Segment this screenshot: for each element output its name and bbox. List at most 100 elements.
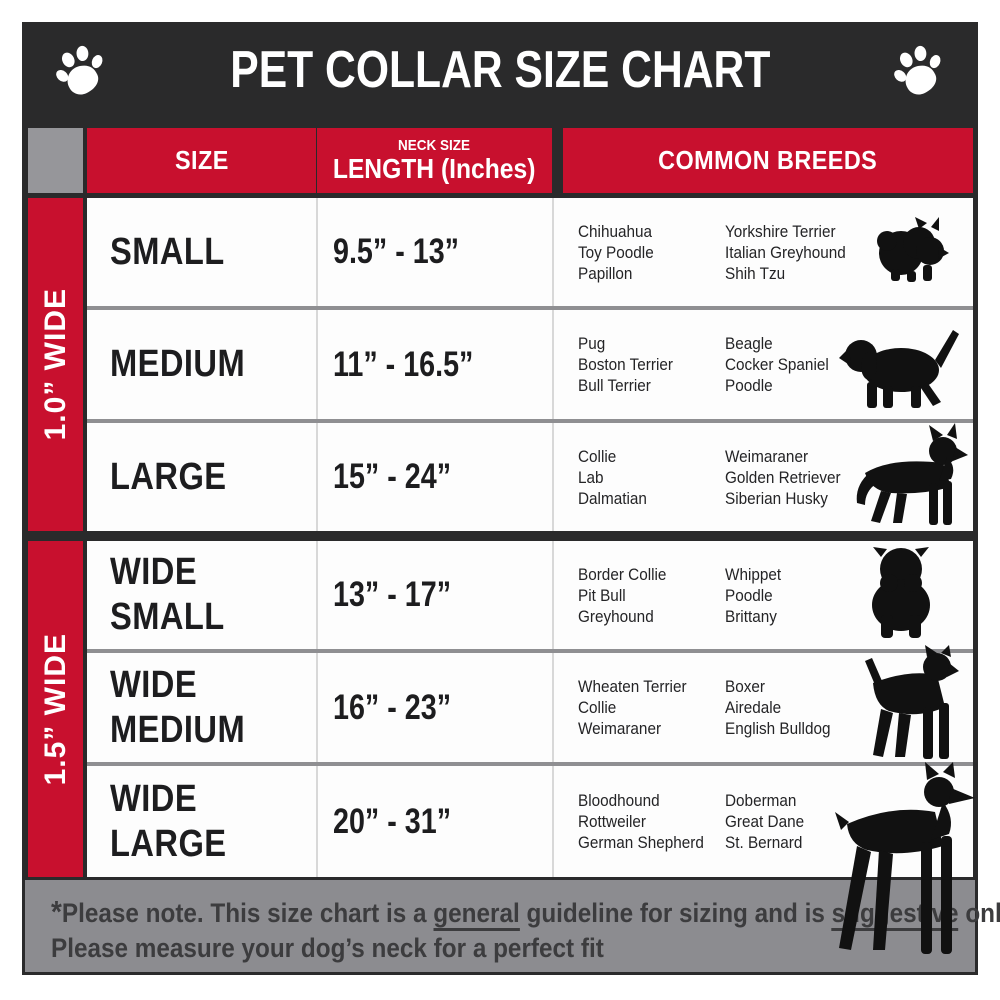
breed-name: Toy Poodle (578, 242, 654, 262)
breed-name: Rottweiler (578, 812, 647, 831)
breed-name: Border Collie (578, 564, 667, 584)
breeds-list-right: Whippet Poodle Brittany (725, 541, 781, 649)
column-header-size-label: SIZE (174, 145, 229, 175)
width-band-label: 1.0” WIDE (38, 288, 72, 441)
size-label-text: LARGE (110, 455, 227, 498)
footnote-text: guideline for sizing and is (519, 898, 832, 928)
size-label: SMALL (110, 198, 225, 306)
size-label-text: SMALL (110, 230, 225, 273)
size-label: WIDE MEDIUM (110, 653, 245, 762)
width-band-1-5-inch: 1.5” WIDE (28, 541, 83, 877)
breed-name: Beagle (725, 334, 773, 353)
table-row-wide-medium: WIDE MEDIUM 16” - 23” Wheaten Terrier Co… (87, 645, 973, 766)
breed-name: Collie (578, 446, 617, 466)
neck-length-value: 20” - 31” (333, 801, 452, 841)
breed-name: Lab (578, 467, 604, 487)
breed-name: Airedale (725, 698, 782, 717)
breed-name: Great Dane (725, 812, 805, 831)
breed-name: Weimaraner (578, 719, 662, 738)
footnote-line-2: Please measure your dog’s neck for a per… (51, 933, 604, 963)
breed-name: Boston Terrier (578, 355, 673, 374)
breed-name: German Shepherd (578, 833, 704, 852)
neck-length-value: 16” - 23” (333, 687, 452, 727)
breed-name: Dalmatian (578, 488, 647, 508)
header-bar: PET COLLAR SIZE CHART (22, 22, 978, 118)
chart-frame: PET COLLAR SIZE CHART SIZE NECK SIZE LEN… (22, 22, 1000, 975)
footnote-text: Please note. This size chart is a (61, 898, 434, 928)
column-divider (316, 653, 318, 762)
size-label-text: MEDIUM (110, 708, 246, 751)
breed-name: Poodle (725, 376, 773, 395)
column-divider (316, 766, 318, 877)
breeds-list-left: Border Collie Pit Bull Greyhound (578, 541, 666, 649)
breeds-list-left: Bloodhound Rottweiler German Shepherd (578, 766, 704, 877)
column-header-neck-size-label: NECK SIZE (398, 136, 471, 154)
column-divider (552, 198, 554, 306)
breed-name: Chihuahua (578, 221, 653, 241)
breed-name: Wheaten Terrier (578, 677, 687, 696)
column-divider (552, 653, 554, 762)
column-divider (552, 423, 554, 531)
breed-name: Italian Greyhound (725, 242, 846, 262)
breeds-list-right: Beagle Cocker Spaniel Poodle (725, 310, 829, 419)
breed-name: Brittany (725, 606, 777, 626)
breed-name: Bloodhound (578, 791, 660, 810)
size-label-text: WIDE (110, 777, 198, 820)
breed-name: Bull Terrier (578, 376, 651, 395)
paw-print-icon (894, 45, 941, 95)
table-row-large: LARGE 15” - 24” Collie Lab Dalmatian Wei… (87, 423, 973, 531)
page-title: PET COLLAR SIZE CHART (229, 41, 771, 99)
size-label-text: SMALL (110, 596, 225, 638)
breed-name: Papillon (578, 263, 633, 283)
breeds-list-right: Doberman Great Dane St. Bernard (725, 766, 804, 877)
column-header-breeds-label: COMMON BREEDS (658, 145, 878, 175)
footnote-text: only. (965, 898, 1000, 928)
corner-block (28, 128, 83, 193)
breed-name: English Bulldog (725, 719, 831, 738)
breed-name: Whippet (725, 564, 782, 584)
size-label: WIDE SMALL (110, 541, 225, 649)
paw-print-icon (56, 45, 103, 95)
table-row-wide-small: WIDE SMALL 13” - 17” Border Collie Pit B… (87, 541, 973, 653)
breeds-list-right: Weimaraner Golden Retriever Siberian Hus… (725, 423, 841, 531)
column-header-common-breeds: COMMON BREEDS (563, 128, 973, 193)
footnote-line-1: *Please note. This size chart is a gener… (51, 894, 1000, 931)
neck-length-value: 11” - 16.5” (333, 344, 474, 384)
breeds-list-left: Wheaten Terrier Collie Weimaraner (578, 653, 687, 762)
doberman-dog-silhouette-icon (835, 762, 975, 954)
breed-name: Yorkshire Terrier (725, 221, 836, 241)
column-divider (316, 198, 318, 306)
breed-name: Weimaraner (725, 446, 809, 466)
column-header-neck-length: NECK SIZE LENGTH (Inches) (317, 128, 552, 193)
breed-name: Poodle (725, 585, 773, 605)
breed-name: Boxer (725, 677, 765, 696)
footnote-bar: *Please note. This size chart is a gener… (25, 880, 1000, 972)
column-divider (552, 541, 554, 649)
size-label: WIDE LARGE (110, 766, 227, 877)
neck-length-value: 15” - 24” (333, 457, 452, 496)
column-divider (552, 310, 554, 419)
size-label-text: WIDE (110, 663, 198, 706)
size-label-text: WIDE (110, 551, 198, 593)
breeds-list-left: Chihuahua Toy Poodle Papillon (578, 198, 654, 306)
breed-name: Doberman (725, 791, 797, 810)
column-divider (316, 423, 318, 531)
column-header-size: SIZE (87, 128, 316, 193)
breed-name: St. Bernard (725, 833, 803, 852)
table-row-wide-large: WIDE LARGE 20” - 31” Bloodhound Rottweil… (87, 762, 975, 954)
breed-name: Greyhound (578, 606, 654, 626)
german-shepherd-dog-silhouette-icon (856, 423, 968, 525)
breeds-list-right: Yorkshire Terrier Italian Greyhound Shih… (725, 198, 846, 306)
neck-length-value: 9.5” - 13” (333, 232, 460, 271)
size-label: MEDIUM (110, 310, 245, 419)
width-band-1-inch: 1.0” WIDE (28, 198, 83, 531)
breeds-list-right: Boxer Airedale English Bulldog (725, 653, 830, 762)
size-label: LARGE (110, 423, 227, 531)
beagle-dog-silhouette-icon (839, 330, 959, 408)
breed-name: Collie (578, 698, 617, 717)
bulldog-dog-silhouette-icon (872, 547, 930, 638)
footnote-underlined-word: general (433, 898, 520, 931)
breeds-list-left: Pug Boston Terrier Bull Terrier (578, 310, 673, 419)
column-header-length-label: LENGTH (Inches) (333, 152, 536, 184)
